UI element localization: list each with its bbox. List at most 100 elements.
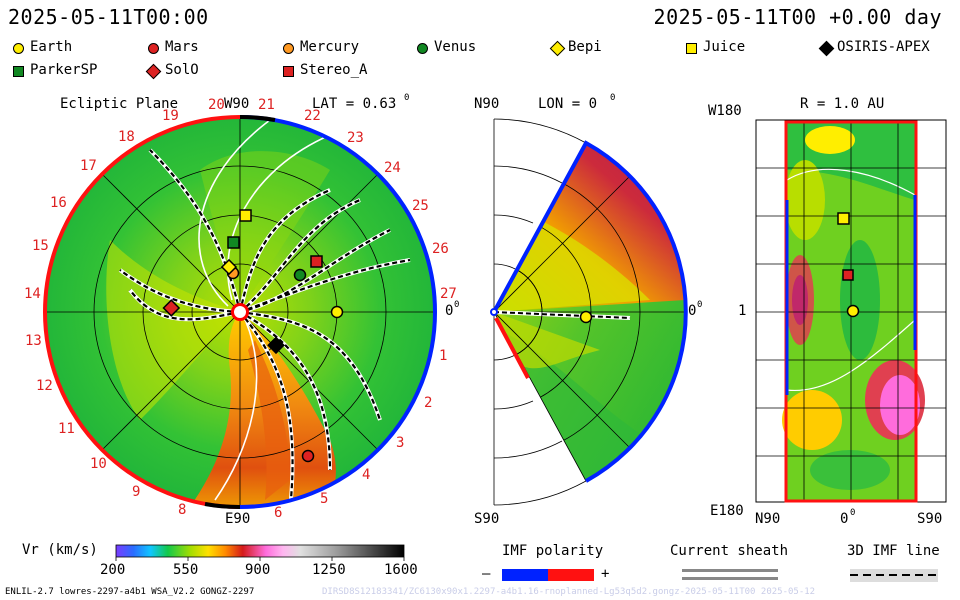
cr-number-13: 13 [25,333,42,349]
juice-marker [239,209,252,222]
model-footer: ENLIL-2.7 lowres-2297-a4b1 WSA_V2.2 GONG… [5,587,255,597]
lonlat-plot [755,119,947,503]
imf-positive-swatch [548,569,594,581]
cr-number-1: 1 [439,348,448,364]
lonlat-one-label: 1 [738,303,747,319]
lonlat-n90-label: N90 [755,511,781,527]
juice-legend-icon [686,43,697,54]
legend-osiris-apex: OSIRIS-APEX [837,39,930,55]
venus-marker [293,268,307,282]
colorbar-tick-550: 550 [173,562,199,578]
lonlat-r-label: R = 1.0 AU [800,96,885,112]
stereo-a-marker [310,255,323,268]
cr-number-11: 11 [58,421,75,437]
earth-lonlat-marker [846,304,860,318]
earth-meridional-marker [579,310,593,324]
sun-inner [234,306,246,318]
cr-number-19: 19 [162,108,179,124]
lonlat-degree-sup: 0 [850,508,856,518]
ecliptic-zero-degree-sup: 0 [454,300,460,310]
cr-number-14: 14 [24,286,41,302]
cr-number-21: 21 [258,97,275,113]
ecliptic-plot [45,117,435,507]
cr-number-22: 22 [304,108,321,124]
cr-number-23: 23 [347,130,364,146]
imf-plus-label: + [601,566,610,582]
cr-number-3: 3 [396,435,405,451]
meridional-n90-label: N90 [474,96,500,112]
colorbar-tick-900: 900 [245,562,271,578]
imf-negative-swatch [502,569,548,581]
legend-parkersp: ParkerSP [30,62,98,78]
meridional-s90-label: S90 [474,511,500,527]
cr-number-24: 24 [384,160,401,176]
earth-legend-icon [13,43,24,54]
imf-3d-title: 3D IMF line [847,543,940,559]
cr-number-8: 8 [178,502,187,518]
mars-legend-icon [148,43,159,54]
cr-number-16: 16 [50,195,67,211]
imf-minus-label: – [482,566,491,582]
legend-solo: SolO [165,62,199,78]
imf-polarity-title: IMF polarity [502,543,604,559]
mercury-legend-icon [283,43,294,54]
osiris-marker [267,336,285,355]
parker-marker [227,236,240,249]
cr-number-4: 4 [362,467,371,483]
vr-colorbar [115,544,405,558]
meridional-zero-label: 0 [688,303,697,319]
run-footer: DIRSD8S12183341/ZC6130x90x1.2297-a4b1.16… [322,587,816,597]
lonlat-s90-label: S90 [917,511,943,527]
cr-number-6: 6 [274,505,283,521]
parker-legend-icon [13,66,24,77]
timestamp-right: 2025-05-11T00 +0.00 day [653,5,942,29]
legend-juice: Juice [703,39,746,55]
legend-venus: Venus [434,39,477,55]
lonlat-zero-label: 0 [840,511,849,527]
stereo-a-lonlat-marker [842,269,854,281]
colorbar-label: Vr (km/s) [22,542,98,558]
juice-lonlat-marker [837,212,850,225]
meridional-rim [492,140,688,483]
meridional-lon-degree-sup: 0 [610,93,616,103]
ecliptic-zero-label: 0 [445,303,454,319]
cr-number-25: 25 [412,198,429,214]
cr-number-26: 26 [432,241,449,257]
cr-number-2: 2 [424,395,433,411]
cr-number-15: 15 [32,238,49,254]
cr-number-10: 10 [90,456,107,472]
cr-number-9: 9 [132,484,141,500]
lat-degree-sup: 0 [404,93,410,103]
stereo-a-legend-icon [283,66,294,77]
cr-number-17: 17 [80,158,97,174]
lonlat-w180-label: W180 [708,103,742,119]
cr-number-5: 5 [320,491,329,507]
current-sheath-title: Current sheath [670,543,789,559]
meridional-zero-degree-sup: 0 [697,300,703,310]
cr-number-12: 12 [36,378,53,394]
venus-legend-icon [417,43,428,54]
ecliptic-rim-negative [239,115,437,509]
lonlat-e180-label: E180 [710,503,744,519]
colorbar-tick-1250: 1250 [312,562,346,578]
cr-number-20: 20 [208,97,225,113]
mars-marker [301,449,315,463]
legend-mercury: Mercury [300,39,360,55]
cr-number-27: 27 [440,286,457,302]
timestamp-left: 2025-05-11T00:00 [8,5,209,29]
legend-stereo-a: Stereo_A [300,62,368,78]
ecliptic-title: Ecliptic Plane [60,96,179,112]
fast-wind-band [180,312,336,507]
cr-number-18: 18 [118,129,135,145]
legend-bepi: Bepi [568,39,602,55]
imf-lines [119,149,411,507]
colorbar-tick-200: 200 [100,562,126,578]
colorbar-tick-1600: 1600 [384,562,418,578]
bepi-marker [220,258,238,276]
meridional-lon-label: LON = 0 [538,96,598,112]
ecliptic-rim-positive [43,115,241,509]
legend-mars: Mars [165,39,199,55]
legend-earth: Earth [30,39,73,55]
e90-label: E90 [225,511,251,527]
